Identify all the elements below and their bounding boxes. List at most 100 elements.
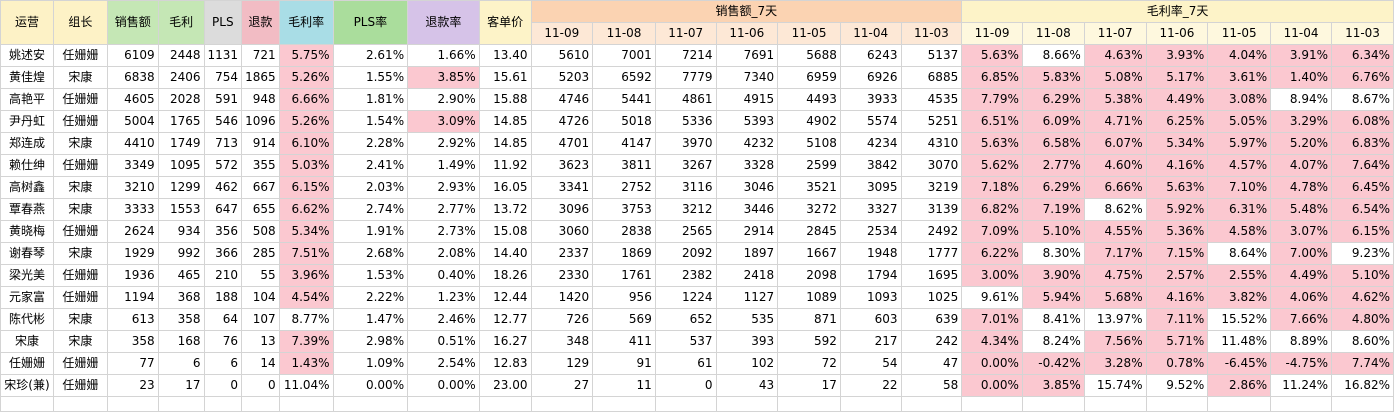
cell-sales-7d[interactable]: 1127: [715, 286, 779, 309]
cell-refund[interactable]: 13: [241, 330, 280, 353]
empty-cell[interactable]: [407, 396, 480, 412]
cell-margin-7d[interactable]: 3.28%: [1083, 352, 1147, 375]
cell-sales-7d[interactable]: 2845: [777, 220, 841, 243]
cell-margin-rate[interactable]: 6.10%: [278, 132, 334, 155]
cell-margin-7d[interactable]: 6.07%: [1083, 132, 1147, 155]
cell-sales-7d[interactable]: 2838: [592, 220, 656, 243]
cell-margin-7d[interactable]: 6.08%: [1331, 110, 1394, 133]
cell-margin-7d[interactable]: 5.68%: [1083, 286, 1147, 309]
cell-operator[interactable]: 谢春琴: [0, 242, 54, 265]
cell-sales[interactable]: 1194: [106, 286, 159, 309]
cell-sales-7d[interactable]: 58: [900, 374, 963, 397]
cell-sales-7d[interactable]: 393: [715, 330, 779, 353]
empty-cell[interactable]: [839, 396, 902, 412]
cell-sales[interactable]: 1936: [106, 264, 159, 287]
cell-sales-7d[interactable]: 4147: [592, 132, 656, 155]
cell-sales-7d[interactable]: 2492: [900, 220, 963, 243]
cell-sales-7d[interactable]: 4726: [530, 110, 594, 133]
cell-sales-7d[interactable]: 4915: [715, 88, 779, 111]
cell-sales-7d[interactable]: 4861: [654, 88, 717, 111]
cell-margin-7d[interactable]: 4.60%: [1083, 154, 1147, 177]
cell-sales-7d[interactable]: 535: [715, 308, 779, 331]
cell-margin-rate[interactable]: 6.66%: [278, 88, 334, 111]
cell-pls-rate[interactable]: 1.47%: [332, 308, 409, 331]
cell-margin-rate[interactable]: 7.39%: [278, 330, 334, 353]
cell-avg-order[interactable]: 11.92: [478, 154, 532, 177]
cell-sales-7d[interactable]: 1025: [900, 286, 963, 309]
cell-sales-7d[interactable]: 3116: [654, 176, 717, 199]
empty-cell[interactable]: [900, 396, 963, 412]
cell-sales-7d[interactable]: 2092: [654, 242, 717, 265]
cell-sales-7d[interactable]: 956: [592, 286, 656, 309]
cell-pls[interactable]: 64: [203, 308, 243, 331]
margin-7d-date-11-09[interactable]: 11-09: [961, 22, 1023, 45]
sales-7d-date-11-06[interactable]: 11-06: [715, 22, 779, 45]
cell-margin-7d[interactable]: 8.89%: [1270, 330, 1332, 353]
cell-sales[interactable]: 77: [106, 352, 159, 375]
cell-gross-profit[interactable]: 1749: [157, 132, 205, 155]
cell-sales-7d[interactable]: 3341: [530, 176, 594, 199]
header-refund[interactable]: 退款: [241, 0, 280, 45]
cell-margin-7d[interactable]: 5.94%: [1021, 286, 1085, 309]
cell-margin-7d[interactable]: 7.74%: [1331, 352, 1394, 375]
cell-refund[interactable]: 0: [241, 374, 280, 397]
cell-margin-7d[interactable]: 4.80%: [1331, 308, 1394, 331]
cell-margin-rate[interactable]: 1.43%: [278, 352, 334, 375]
cell-sales-7d[interactable]: 652: [654, 308, 717, 331]
cell-avg-order[interactable]: 12.77: [478, 308, 532, 331]
cell-margin-7d[interactable]: -0.42%: [1021, 352, 1085, 375]
cell-leader[interactable]: 宋康: [52, 176, 108, 199]
cell-refund-rate[interactable]: 2.46%: [407, 308, 480, 331]
cell-sales[interactable]: 3210: [106, 176, 159, 199]
cell-margin-7d[interactable]: 15.52%: [1207, 308, 1272, 331]
cell-operator[interactable]: 覃春燕: [0, 198, 54, 221]
cell-margin-7d[interactable]: 5.34%: [1145, 132, 1209, 155]
cell-margin-7d[interactable]: 8.30%: [1021, 242, 1085, 265]
empty-cell[interactable]: [332, 396, 409, 412]
cell-pls[interactable]: 591: [203, 88, 243, 111]
cell-operator[interactable]: 黄晓梅: [0, 220, 54, 243]
cell-gross-profit[interactable]: 1553: [157, 198, 205, 221]
cell-pls[interactable]: 754: [203, 66, 243, 89]
cell-pls[interactable]: 572: [203, 154, 243, 177]
empty-cell[interactable]: [1145, 396, 1209, 412]
cell-sales[interactable]: 6838: [106, 66, 159, 89]
cell-gross-profit[interactable]: 2448: [157, 44, 205, 67]
cell-avg-order[interactable]: 15.88: [478, 88, 532, 111]
cell-sales-7d[interactable]: 1869: [592, 242, 656, 265]
cell-sales-7d[interactable]: 3327: [839, 198, 902, 221]
cell-sales-7d[interactable]: 1224: [654, 286, 717, 309]
cell-refund-rate[interactable]: 2.93%: [407, 176, 480, 199]
cell-gross-profit[interactable]: 17: [157, 374, 205, 397]
cell-sales-7d[interactable]: 3219: [900, 176, 963, 199]
cell-sales-7d[interactable]: 603: [839, 308, 902, 331]
cell-pls-rate[interactable]: 2.03%: [332, 176, 409, 199]
cell-margin-7d[interactable]: 11.24%: [1270, 374, 1332, 397]
cell-leader[interactable]: 任姗姗: [52, 374, 108, 397]
cell-sales-7d[interactable]: 6592: [592, 66, 656, 89]
cell-margin-7d[interactable]: 7.01%: [961, 308, 1023, 331]
sales-7d-date-11-07[interactable]: 11-07: [654, 22, 717, 45]
cell-margin-7d[interactable]: 6.76%: [1331, 66, 1394, 89]
cell-sales-7d[interactable]: 17: [777, 374, 841, 397]
cell-sales-7d[interactable]: 2098: [777, 264, 841, 287]
cell-sales-7d[interactable]: 871: [777, 308, 841, 331]
cell-gross-profit[interactable]: 992: [157, 242, 205, 265]
cell-refund-rate[interactable]: 2.08%: [407, 242, 480, 265]
cell-margin-7d[interactable]: 6.58%: [1021, 132, 1085, 155]
cell-leader[interactable]: 宋康: [52, 66, 108, 89]
cell-refund[interactable]: 1096: [241, 110, 280, 133]
cell-sales-7d[interactable]: 43: [715, 374, 779, 397]
cell-margin-7d[interactable]: 5.05%: [1207, 110, 1272, 133]
header-operator[interactable]: 运营: [0, 0, 54, 45]
cell-refund[interactable]: 355: [241, 154, 280, 177]
cell-avg-order[interactable]: 12.83: [478, 352, 532, 375]
cell-gross-profit[interactable]: 2406: [157, 66, 205, 89]
cell-pls[interactable]: 546: [203, 110, 243, 133]
cell-margin-7d[interactable]: 3.29%: [1270, 110, 1332, 133]
cell-margin-rate[interactable]: 7.51%: [278, 242, 334, 265]
cell-gross-profit[interactable]: 934: [157, 220, 205, 243]
cell-sales-7d[interactable]: 1667: [777, 242, 841, 265]
cell-sales[interactable]: 4605: [106, 88, 159, 111]
cell-pls[interactable]: 462: [203, 176, 243, 199]
